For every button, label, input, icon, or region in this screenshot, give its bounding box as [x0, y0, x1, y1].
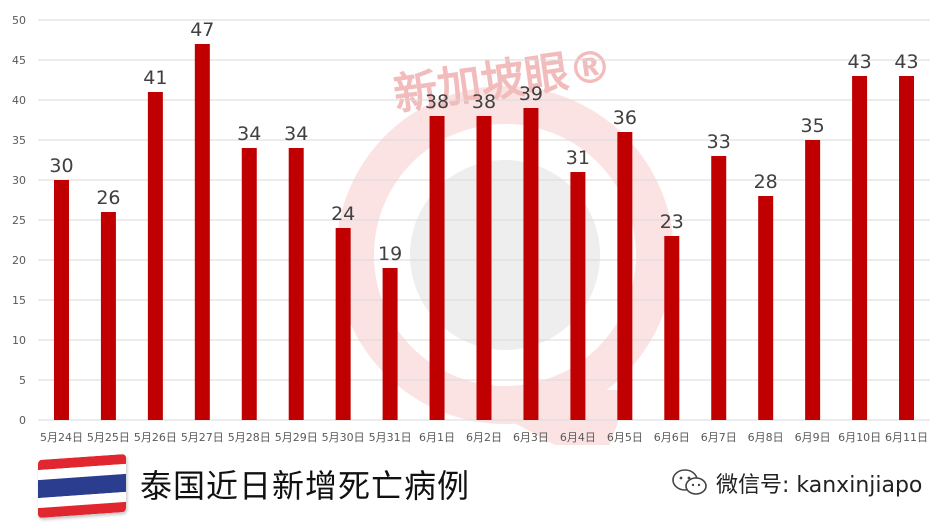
- y-tick-label: 20: [12, 254, 26, 267]
- wechat-icon: [672, 469, 707, 495]
- wechat-label: 微信号: kanxinjiapo: [716, 473, 923, 498]
- bar: [570, 172, 586, 420]
- bar: [476, 116, 492, 420]
- y-tick-label: 10: [12, 334, 26, 347]
- data-label: 34: [284, 123, 308, 145]
- watermark-center: [410, 160, 600, 350]
- x-tick-label: 6月5日: [607, 431, 643, 444]
- x-tick-label: 5月24日: [40, 431, 83, 444]
- data-label: 30: [49, 155, 73, 177]
- data-labels: 30 26 41 47 34 34 24 19 38 38 39 31 36 23 33 28 35 43 43: [49, 19, 918, 265]
- x-tick-label: 5月30日: [322, 431, 365, 444]
- y-tick-label: 0: [19, 414, 26, 427]
- data-label: 38: [472, 91, 496, 113]
- bar: [664, 236, 680, 420]
- x-tick-label: 6月4日: [560, 431, 596, 444]
- bar: [429, 116, 445, 420]
- data-label: 47: [190, 19, 214, 41]
- bar: [523, 108, 539, 420]
- data-label: 43: [847, 51, 871, 73]
- wechat-id: 微信号: kanxinjiapo: [670, 467, 922, 499]
- data-label: 36: [613, 107, 637, 129]
- y-tick-label: 30: [12, 174, 26, 187]
- bar: [805, 140, 821, 420]
- y-tick-label: 5: [19, 374, 26, 387]
- chart-caption: 泰国近日新增死亡病例: [140, 467, 471, 505]
- bar: [711, 156, 727, 420]
- data-label: 31: [566, 147, 590, 169]
- x-tick-label: 5月31日: [369, 431, 412, 444]
- data-label: 28: [754, 171, 778, 193]
- bar: [288, 148, 304, 420]
- bar: [758, 196, 774, 420]
- bar: [147, 92, 163, 420]
- bar: [617, 132, 633, 420]
- y-tick-label: 40: [12, 94, 26, 107]
- data-label: 41: [143, 67, 167, 89]
- watermark-pointer: [455, 390, 630, 445]
- x-axis-ticks: 5月24日 5月25日 5月26日 5月27日 5月28日 5月29日 5月30日 5月31日…: [40, 431, 928, 444]
- data-label: 24: [331, 203, 355, 225]
- data-label: 33: [707, 131, 731, 153]
- bar: [382, 268, 398, 420]
- x-tick-label: 5月29日: [275, 431, 318, 444]
- x-tick-label: 6月9日: [795, 431, 831, 444]
- x-tick-label: 6月2日: [466, 431, 502, 444]
- x-tick-label: 6月11日: [885, 431, 928, 444]
- x-tick-label: 6月1日: [419, 431, 455, 444]
- bar: [53, 180, 69, 420]
- data-label: 19: [378, 243, 402, 265]
- x-tick-label: 6月6日: [654, 431, 690, 444]
- data-label: 38: [425, 91, 449, 113]
- data-label: 43: [894, 51, 918, 73]
- x-tick-label: 6月8日: [748, 431, 784, 444]
- x-tick-label: 5月26日: [134, 431, 177, 444]
- data-label: 39: [519, 83, 543, 105]
- data-label: 34: [237, 123, 261, 145]
- bars: [53, 44, 915, 420]
- x-tick-label: 5月25日: [87, 431, 130, 444]
- bar: [899, 76, 915, 420]
- y-tick-label: 35: [12, 134, 26, 147]
- y-tick-label: 15: [12, 294, 26, 307]
- y-axis-ticks: 0 5 10 15 20 25 30 35 40 45 50: [12, 14, 26, 427]
- x-tick-label: 5月28日: [228, 431, 271, 444]
- y-tick-label: 45: [12, 54, 26, 67]
- data-label: 23: [660, 211, 684, 233]
- footer: 泰国近日新增死亡病例 微信号: kanxinjiapo: [0, 445, 951, 525]
- bar: [241, 148, 257, 420]
- thailand-flag-icon: [38, 453, 126, 519]
- y-tick-label: 25: [12, 214, 26, 227]
- x-tick-label: 6月10日: [838, 431, 881, 444]
- data-label: 26: [96, 187, 120, 209]
- x-tick-label: 6月7日: [701, 431, 737, 444]
- bar: [335, 228, 351, 420]
- y-tick-label: 50: [12, 14, 26, 27]
- bar: [852, 76, 868, 420]
- bar: [100, 212, 116, 420]
- bar: [194, 44, 210, 420]
- x-tick-label: 6月3日: [513, 431, 549, 444]
- x-tick-label: 5月27日: [181, 431, 224, 444]
- data-label: 35: [801, 115, 825, 137]
